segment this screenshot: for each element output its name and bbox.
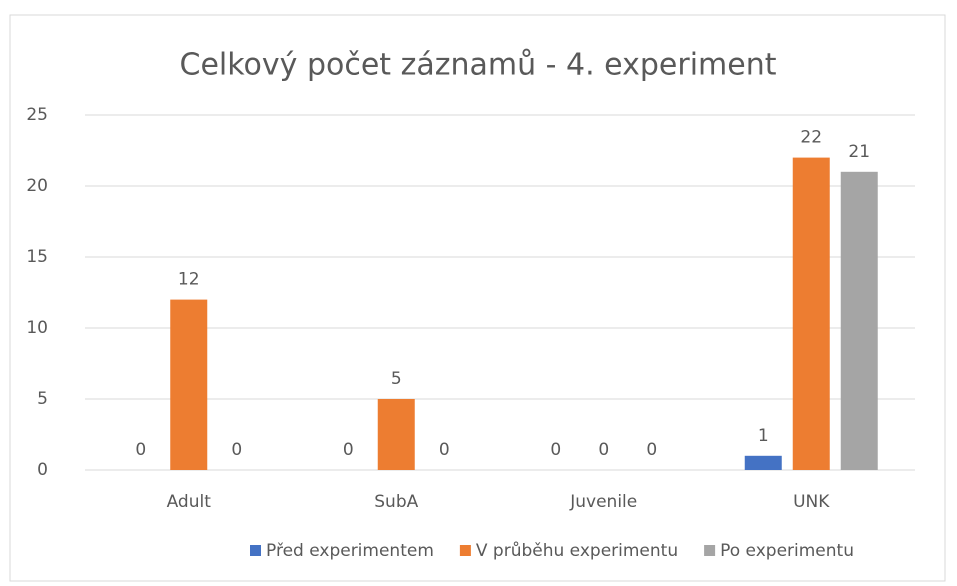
data-label: 21 <box>848 142 870 162</box>
data-label: 0 <box>646 440 657 460</box>
x-tick-label: Juvenile <box>569 492 637 512</box>
data-label: 0 <box>135 440 146 460</box>
y-tick-label: 25 <box>26 105 48 125</box>
legend-swatch <box>459 545 471 556</box>
data-label: 22 <box>800 128 822 148</box>
legend-label: Po experimentu <box>720 541 854 561</box>
x-tick-label: Adult <box>167 492 212 512</box>
bar <box>377 399 415 470</box>
bar <box>840 171 878 471</box>
legend-swatch <box>250 545 261 556</box>
y-tick-label: 15 <box>26 247 48 267</box>
bar <box>744 455 782 470</box>
data-label: 12 <box>178 270 200 290</box>
bar <box>792 157 830 470</box>
y-tick-label: 5 <box>37 389 48 409</box>
data-label: 0 <box>598 440 609 460</box>
data-label: 5 <box>391 369 402 389</box>
data-label: 0 <box>231 440 242 460</box>
data-label: 0 <box>343 440 354 460</box>
legend-label: Před experimentem <box>266 541 434 561</box>
legend-swatch <box>704 545 716 556</box>
x-tick-label: SubA <box>374 492 418 512</box>
chart-border <box>9 14 946 582</box>
y-tick-label: 0 <box>37 460 48 480</box>
data-label: 0 <box>439 440 450 460</box>
x-tick-label: UNK <box>793 492 830 512</box>
bar <box>170 299 208 470</box>
legend-label: V průběhu experimentu <box>476 541 678 561</box>
data-label: 0 <box>550 440 561 460</box>
data-label: 1 <box>758 426 769 446</box>
chart-title: Celkový počet záznamů - 4. experiment <box>180 48 777 83</box>
y-tick-label: 10 <box>26 318 48 338</box>
y-tick-label: 20 <box>26 176 48 196</box>
